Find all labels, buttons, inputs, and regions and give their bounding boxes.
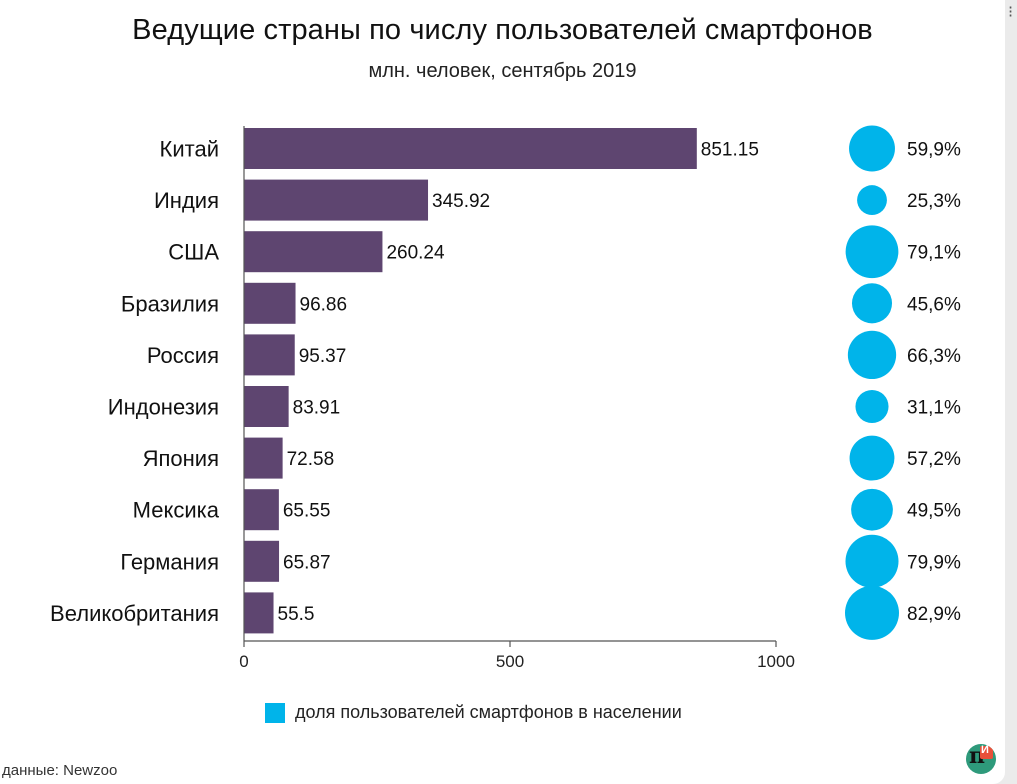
category-label: Великобритания bbox=[50, 601, 219, 626]
category-label: Китай bbox=[160, 137, 219, 162]
bars-layer: Китай 851.15 Индия 345.92 США 260.24 Бразилия 9… bbox=[50, 128, 759, 634]
bar bbox=[244, 540, 280, 582]
category-label: Индонезия bbox=[108, 395, 219, 420]
share-bubble bbox=[849, 435, 895, 481]
bar bbox=[244, 592, 274, 634]
x-tick-label: 1000 bbox=[757, 652, 795, 671]
share-label: 57,2% bbox=[907, 449, 961, 470]
share-bubble bbox=[847, 330, 897, 380]
share-label: 82,9% bbox=[907, 604, 961, 625]
bar bbox=[244, 386, 289, 427]
share-bubble bbox=[851, 283, 893, 324]
x-tick-label: 500 bbox=[496, 652, 524, 671]
bar bbox=[244, 334, 295, 376]
share-bubble bbox=[851, 488, 893, 531]
share-bubbles: 59,9% 25,3% 79,1% 45,6% 66,3% 31,1% 57,2% 49,5%… bbox=[845, 125, 961, 640]
share-label: 59,9% bbox=[907, 140, 961, 161]
category-label: США bbox=[168, 240, 219, 265]
logo-letter: И bbox=[981, 744, 989, 756]
share-label: 79,1% bbox=[907, 243, 961, 264]
category-label: Россия bbox=[147, 343, 219, 368]
chart-title: Ведущие страны по числу пользователей см… bbox=[132, 14, 873, 46]
bar-value-label: 260.24 bbox=[386, 243, 445, 264]
bar bbox=[244, 282, 296, 324]
bar-value-label: 95.37 bbox=[299, 346, 347, 367]
x-tick-label: 0 bbox=[239, 652, 248, 671]
bar-value-label: 72.58 bbox=[287, 449, 335, 470]
bar bbox=[244, 128, 697, 169]
bar-value-label: 851.15 bbox=[701, 140, 759, 161]
bar bbox=[244, 231, 383, 273]
share-label: 49,5% bbox=[907, 501, 961, 522]
category-label: Япония bbox=[143, 446, 219, 471]
chart-subtitle: млн. человек, сентябрь 2019 bbox=[368, 60, 637, 82]
edge-glyph: ⁝ bbox=[1008, 4, 1014, 21]
share-bubble bbox=[845, 534, 899, 588]
bar-value-label: 65.55 bbox=[283, 501, 331, 522]
bar-value-label: 345.92 bbox=[432, 191, 490, 212]
legend-swatch bbox=[265, 702, 285, 723]
share-bubble bbox=[845, 225, 899, 279]
category-label: Германия bbox=[120, 549, 219, 574]
share-label: 31,1% bbox=[907, 398, 961, 419]
share-label: 45,6% bbox=[907, 294, 961, 315]
share-label: 66,3% bbox=[907, 346, 961, 367]
legend: доля пользователей смартфонов в населени… bbox=[265, 702, 682, 723]
category-label: Мексика bbox=[133, 498, 220, 523]
share-label: 25,3% bbox=[907, 191, 961, 212]
bar-chart: Китай 851.15 Индия 345.92 США 260.24 Бразилия 9… bbox=[50, 125, 961, 671]
x-axis: 0 500 1000 bbox=[239, 126, 795, 671]
share-bubble bbox=[845, 585, 899, 640]
bar-value-label: 96.86 bbox=[300, 294, 348, 315]
category-label: Бразилия bbox=[121, 291, 219, 316]
bar bbox=[244, 437, 283, 479]
share-bubble bbox=[849, 125, 895, 172]
legend-label: доля пользователей смартфонов в населени… bbox=[295, 702, 682, 722]
bar-value-label: 65.87 bbox=[283, 552, 331, 573]
bar bbox=[244, 179, 429, 221]
bar-value-label: 55.5 bbox=[278, 604, 315, 625]
bar-value-label: 83.91 bbox=[293, 398, 341, 419]
source-note: данные: Newzoo bbox=[2, 762, 118, 779]
category-label: Индия bbox=[154, 188, 219, 213]
bar bbox=[244, 489, 279, 531]
share-label: 79,9% bbox=[907, 552, 961, 573]
logo: п И bbox=[966, 744, 996, 774]
share-bubble bbox=[857, 185, 887, 216]
share-bubble bbox=[855, 389, 889, 424]
